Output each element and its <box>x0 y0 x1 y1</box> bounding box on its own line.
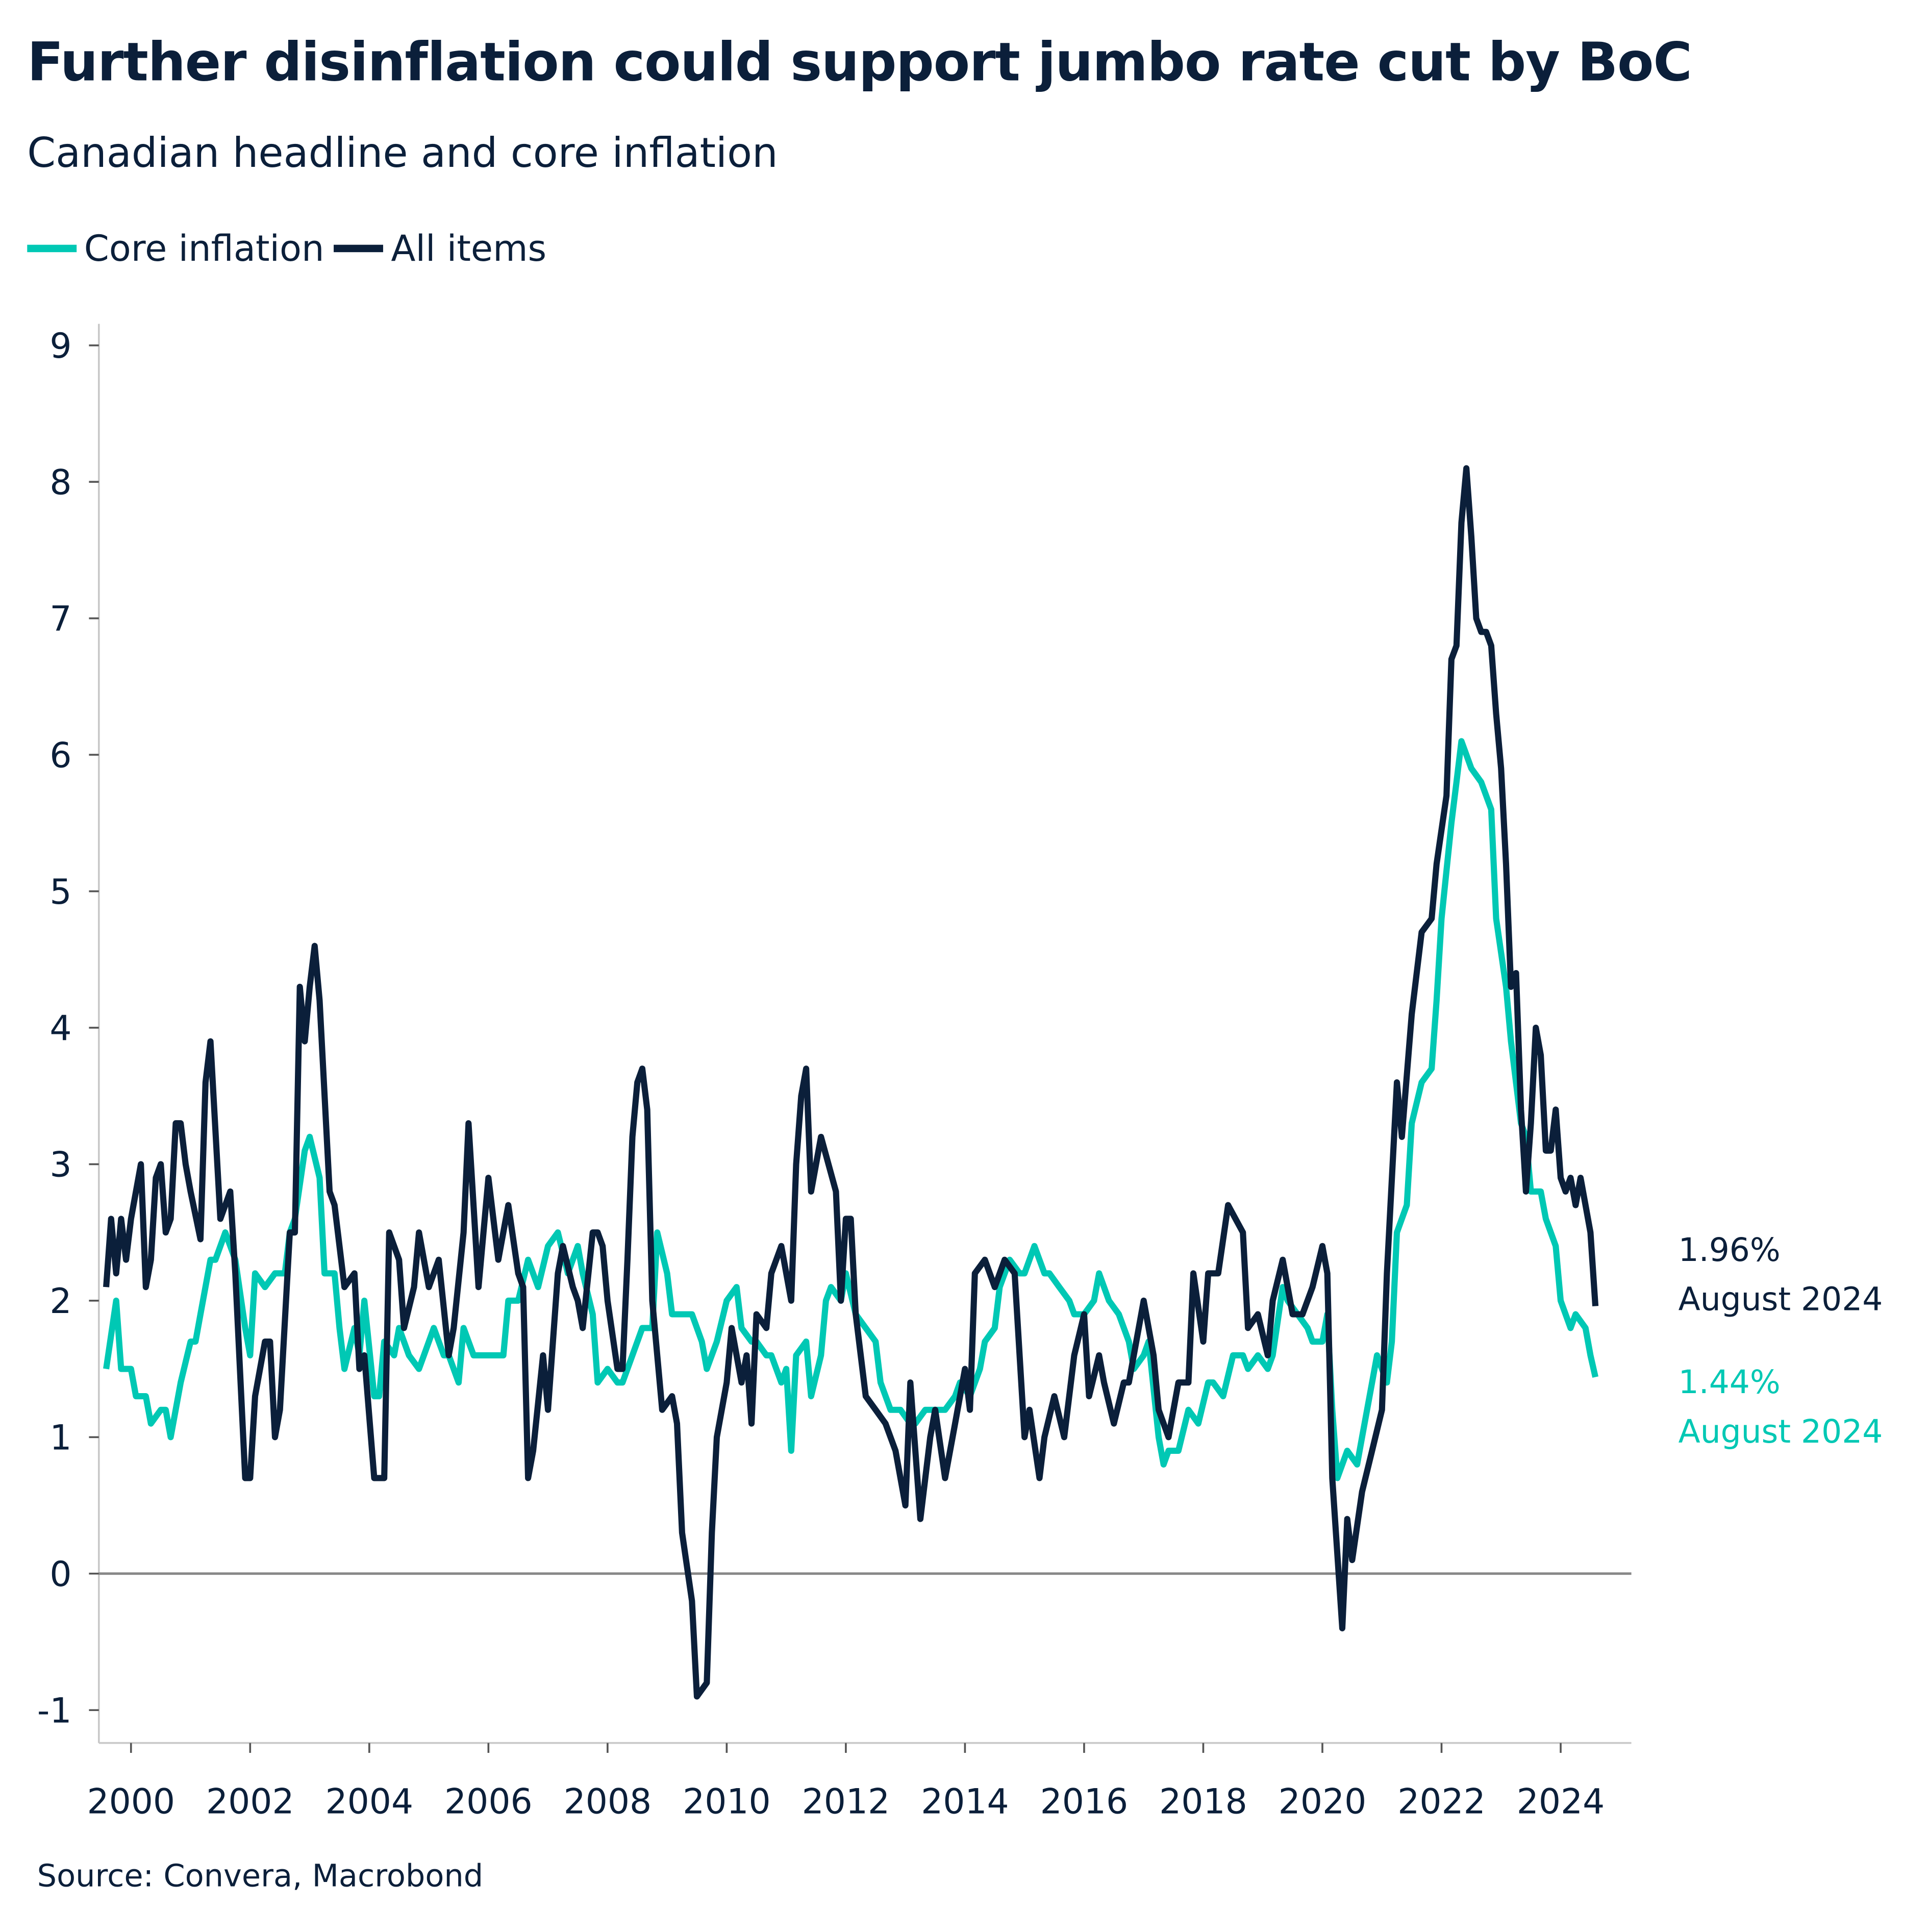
y-tick-label: -1 <box>37 1690 72 1730</box>
y-tick-label: 1 <box>49 1418 71 1458</box>
y-tick-label: 2 <box>49 1281 71 1321</box>
chart-title: Further disinflation could support jumbo… <box>27 32 1692 94</box>
y-tick-label: 5 <box>49 872 71 912</box>
legend-label-core: Core inflation <box>84 227 324 270</box>
x-tick-label: 2008 <box>564 1781 652 1822</box>
legend-item-core: Core inflation <box>27 228 324 269</box>
y-tick-label: 8 <box>49 462 71 502</box>
x-tick-label: 2016 <box>1040 1781 1129 1822</box>
y-tick-label: 7 <box>49 599 71 639</box>
annotation-all-items-value: 1.96% <box>1678 1232 1781 1270</box>
series-line-all-items <box>103 465 1599 1700</box>
x-tick-label: 2010 <box>683 1781 771 1822</box>
annotation-core-value: 1.44% <box>1678 1365 1781 1402</box>
x-tick-label: 2020 <box>1279 1781 1367 1822</box>
chart-subtitle: Canadian headline and core inflation <box>27 128 778 177</box>
series-line-core-inflation <box>103 738 1598 1481</box>
y-tick-label: 6 <box>49 735 71 775</box>
annotation-all-items-label: August 2024 <box>1678 1282 1883 1319</box>
x-tick-label: 2004 <box>325 1781 414 1822</box>
x-tick-label: 2022 <box>1397 1781 1486 1822</box>
x-tick-label: 2014 <box>921 1781 1009 1822</box>
x-tick-label: 2006 <box>444 1781 533 1822</box>
annotation-core-label: August 2024 <box>1678 1414 1883 1451</box>
x-tick-label: 2012 <box>802 1781 890 1822</box>
x-tick-label: 2018 <box>1159 1781 1247 1822</box>
source-note: Source: Convera, Macrobond <box>37 1857 484 1894</box>
y-tick-label: 9 <box>49 326 71 366</box>
y-tick-label: 4 <box>49 1008 71 1048</box>
legend-swatch-all-items <box>334 244 384 253</box>
legend: Core inflation All items <box>27 228 556 269</box>
x-tick-label: 2000 <box>87 1781 175 1822</box>
y-tick-label: 3 <box>49 1145 71 1185</box>
x-tick-label: 2002 <box>206 1781 294 1822</box>
legend-label-all-items: All items <box>391 227 547 270</box>
legend-item-all-items: All items <box>334 228 546 269</box>
y-tick-label: 0 <box>49 1554 71 1594</box>
x-tick-label: 2024 <box>1517 1781 1605 1822</box>
legend-swatch-core <box>27 244 77 253</box>
